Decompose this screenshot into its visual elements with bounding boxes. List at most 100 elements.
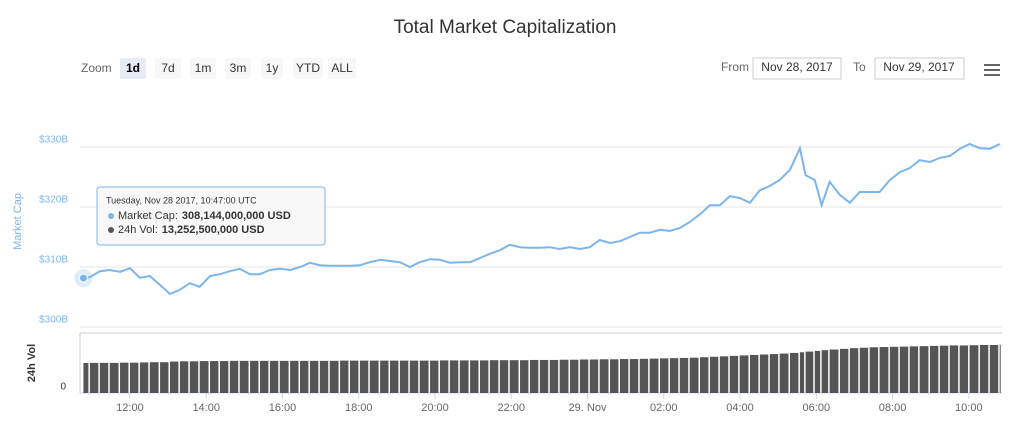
x-tick-label: 20:00 bbox=[421, 402, 449, 414]
volume-bar bbox=[319, 360, 329, 393]
menu-bar bbox=[984, 69, 1000, 71]
from-date[interactable]: Nov 28, 2017 bbox=[761, 60, 833, 74]
volume-bar bbox=[179, 361, 189, 393]
zoom-button-label[interactable]: 7d bbox=[161, 61, 174, 75]
volume-bar bbox=[669, 358, 679, 393]
volume-bar bbox=[769, 354, 779, 393]
to-date[interactable]: Nov 29, 2017 bbox=[883, 60, 955, 74]
to-input[interactable] bbox=[874, 57, 965, 80]
volume-bar bbox=[700, 357, 709, 393]
volume-bar bbox=[359, 360, 369, 393]
menu-button[interactable] bbox=[984, 64, 1000, 76]
volume-bar bbox=[929, 345, 939, 393]
volume-bar bbox=[814, 350, 821, 393]
volume-bar bbox=[821, 350, 829, 393]
menu-bar bbox=[984, 74, 1000, 76]
volume-bar bbox=[999, 344, 1001, 393]
x-tick-label: 14:00 bbox=[192, 402, 220, 414]
x-tick-label: 29. Nov bbox=[569, 402, 607, 414]
x-tick-label: 04:00 bbox=[726, 402, 754, 414]
volume-bar bbox=[390, 360, 399, 393]
volume-bar bbox=[329, 360, 339, 393]
tooltip-date: Tuesday, Nov 28 2017, 10:47:00 UTC bbox=[106, 195, 257, 205]
menu-bar bbox=[984, 64, 1000, 66]
hover-marker bbox=[78, 273, 88, 283]
volume-bar bbox=[879, 347, 889, 393]
volume-bar bbox=[509, 360, 519, 393]
volume-bar bbox=[520, 360, 529, 393]
zoom-button-label[interactable]: 1m bbox=[195, 61, 212, 75]
zoom-button[interactable] bbox=[155, 58, 181, 79]
volume-bar bbox=[969, 345, 979, 393]
volume-bar bbox=[805, 351, 814, 393]
volume-bar bbox=[489, 360, 499, 393]
y-tick-label: $310B bbox=[39, 255, 68, 266]
volume-bar bbox=[169, 361, 179, 393]
volume-bar bbox=[439, 360, 449, 393]
x-tick-label: 18:00 bbox=[345, 402, 373, 414]
zoom-button-label[interactable]: 1y bbox=[266, 61, 279, 75]
volume-bar bbox=[729, 355, 739, 393]
zoom-button-label[interactable]: ALL bbox=[331, 61, 353, 75]
volume-bar bbox=[499, 360, 509, 393]
volume-bar bbox=[749, 354, 759, 393]
tooltip-row-value: 13,252,500,000 USD bbox=[162, 224, 265, 236]
zoom-button-label[interactable]: 1d bbox=[126, 61, 140, 75]
zoom-button-label[interactable]: 3m bbox=[230, 61, 247, 75]
zoom-button[interactable] bbox=[261, 58, 283, 79]
tooltip-row-label: Market Cap: bbox=[118, 210, 178, 222]
volume-bar bbox=[229, 360, 239, 393]
tooltip-row-label: 24h Vol: bbox=[118, 224, 158, 236]
from-input[interactable] bbox=[752, 57, 842, 80]
volume-bar bbox=[759, 354, 769, 393]
zoom-button-label[interactable]: YTD bbox=[296, 61, 320, 75]
volume-bar bbox=[649, 358, 659, 393]
volume-bar bbox=[909, 346, 919, 393]
volume-bar bbox=[369, 360, 379, 393]
volume-bar bbox=[959, 345, 969, 393]
volume-bar bbox=[279, 360, 289, 393]
zoom-button[interactable] bbox=[190, 58, 216, 79]
volume-bar bbox=[349, 360, 359, 393]
volume-bar bbox=[549, 359, 559, 393]
zoom-button[interactable] bbox=[328, 58, 356, 79]
volume-bar bbox=[199, 361, 209, 393]
volume-bar bbox=[849, 348, 859, 393]
volume-bar bbox=[449, 360, 459, 393]
to-label: To bbox=[853, 60, 866, 74]
tooltip-dot bbox=[108, 227, 114, 233]
volume-bar bbox=[459, 360, 469, 393]
x-tick-label: 02:00 bbox=[650, 402, 678, 414]
y-tick-label: $300B bbox=[39, 315, 68, 326]
volume-bar bbox=[269, 360, 279, 393]
volume-bar bbox=[979, 345, 989, 393]
x-tick-label: 06:00 bbox=[803, 402, 831, 414]
volume-bar bbox=[409, 360, 419, 393]
volume-bar bbox=[290, 360, 299, 393]
zoom-button[interactable] bbox=[293, 58, 323, 79]
volume-bar bbox=[919, 346, 929, 393]
zoom-button[interactable] bbox=[225, 58, 251, 79]
volume-bar bbox=[610, 359, 619, 393]
volume-bar bbox=[539, 359, 549, 393]
zoom-button[interactable] bbox=[120, 58, 146, 79]
y2-axis-title: 24h Vol bbox=[26, 344, 38, 382]
volume-bar bbox=[829, 349, 839, 393]
volume-bar bbox=[709, 356, 719, 393]
volume-bar bbox=[120, 362, 129, 393]
volume-bar bbox=[639, 358, 649, 393]
volume-bar bbox=[470, 360, 479, 393]
volume-bar bbox=[309, 360, 319, 393]
tooltip-box bbox=[96, 186, 326, 246]
volume-bar bbox=[739, 355, 749, 393]
y-tick-label: $330B bbox=[39, 135, 68, 146]
volume-bar bbox=[939, 345, 949, 393]
zoom-label: Zoom bbox=[81, 61, 112, 75]
volume-bar bbox=[529, 359, 539, 393]
volume-bar bbox=[380, 360, 389, 393]
volume-bar bbox=[89, 362, 99, 393]
volume-bar bbox=[479, 360, 489, 393]
from-label: From bbox=[721, 60, 749, 74]
volume-bar bbox=[259, 360, 269, 393]
